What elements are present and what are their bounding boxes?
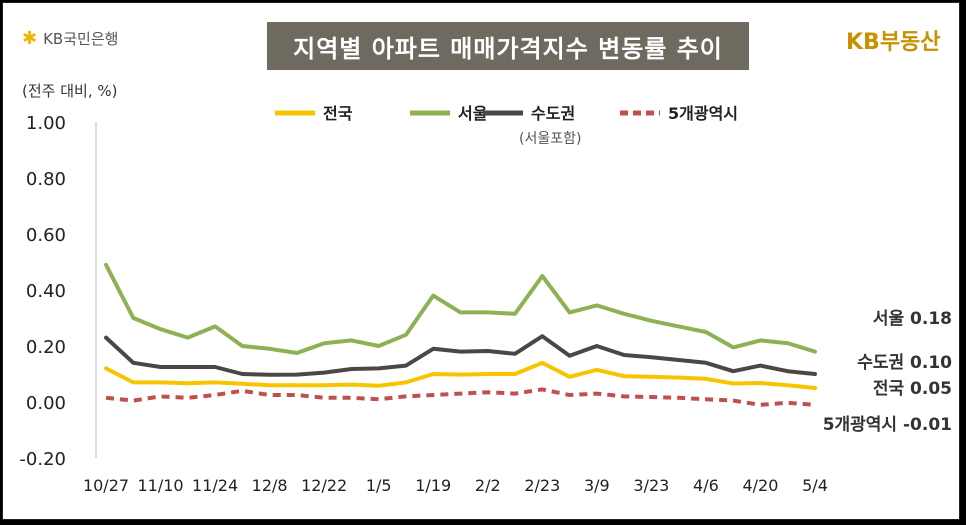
legend-label-seoul: 서울 [458,104,488,123]
legend-label-capital: 수도권 [531,104,575,123]
x-tick-label: 1/5 [366,476,392,495]
x-tick-label: 1/19 [415,476,451,495]
end-label-nationwide: 전국 0.05 [873,379,952,399]
kb-realestate-logo: KB부동산 [846,30,941,55]
end-label-capital: 수도권 0.10 [857,353,952,373]
y-tick-label: 0.40 [26,281,66,302]
x-tick-label: 4/6 [693,476,719,495]
x-tick-label: 11/10 [137,476,183,495]
series-line-capital [104,334,817,377]
x-tick-label: 2/23 [524,476,560,495]
legend-label-metro5: 5개광역시 [668,104,738,123]
legend-note-capital: (서울포함) [519,131,581,147]
kb-star-icon: ✱ [22,27,38,49]
x-tick-label: 3/9 [584,476,610,495]
y-tick-label: 0.80 [26,169,66,190]
kb-bank-name: KB국민은행 [43,30,119,48]
chart-title: 지역별 아파트 매매가격지수 변동률 추이 [267,22,749,70]
end-label-seoul: 서울 0.18 [873,309,952,329]
chart-frame [2,2,960,520]
kb-bank-logo: ✱ KB국민은행 [22,28,118,49]
y-tick-label: 1.00 [26,113,66,134]
end-label-metro5: 5개광역시 -0.01 [823,415,952,435]
x-tick-label: 3/23 [633,476,669,495]
series-line-nationwide [104,360,817,390]
series-line-metro5 [105,387,816,407]
x-tick-label: 11/24 [192,476,238,495]
y-tick-label: 0.20 [26,337,66,358]
y-tick-label: 0.00 [26,393,66,414]
x-tick-label: 4/20 [742,476,778,495]
y-tick-label: -0.20 [19,449,66,470]
y-axis-unit: (전주 대비, %) [22,82,118,100]
x-tick-label: 5/4 [802,476,828,495]
x-tick-label: 12/8 [252,476,288,495]
y-tick-label: 0.60 [26,225,66,246]
legend-label-nationwide: 전국 [323,104,353,123]
x-tick-label: 12/22 [301,476,347,495]
x-tick-label: 2/2 [475,476,501,495]
x-tick-label: 10/27 [83,476,129,495]
series-line-seoul [104,262,817,355]
